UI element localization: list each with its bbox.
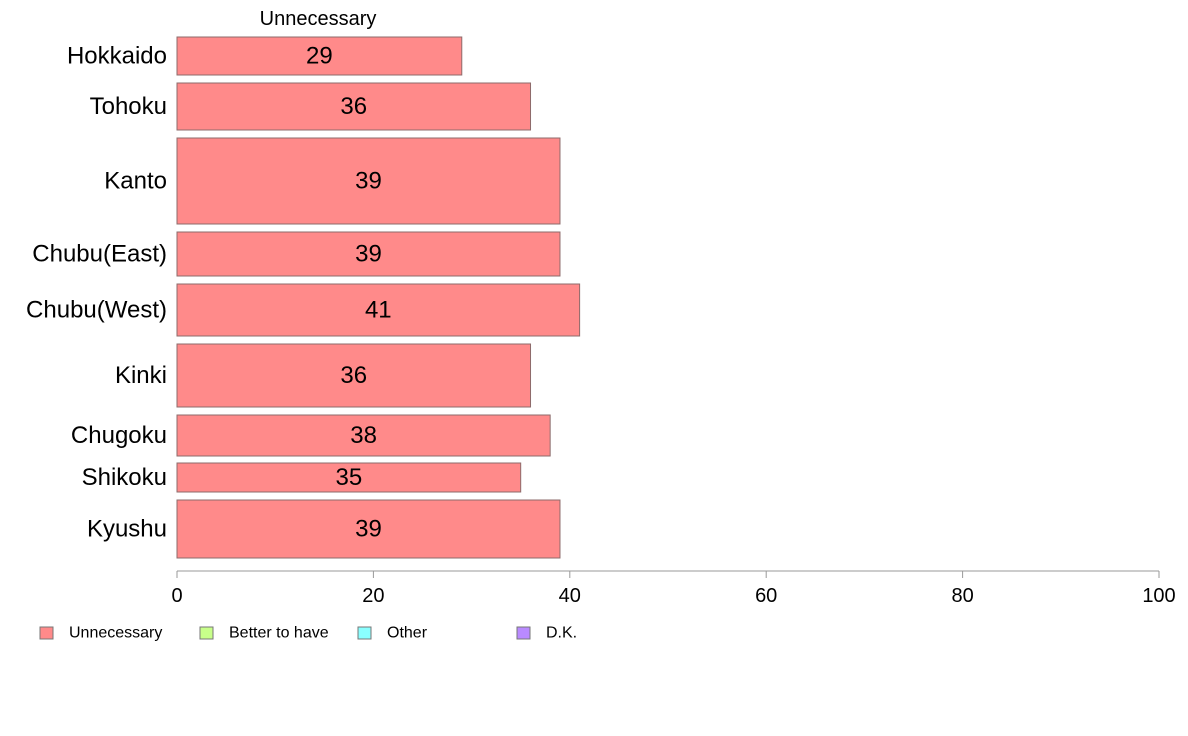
legend-item: D.K. [516, 625, 577, 642]
category-label: Kinki [115, 362, 167, 389]
bar [176, 499, 561, 559]
legend-item: Other [357, 625, 428, 642]
bar [176, 137, 561, 225]
category-label: Hokkaido [67, 43, 167, 70]
legend-swatch [357, 626, 372, 640]
data-label: 36 [340, 362, 367, 389]
legend-swatch [199, 626, 214, 640]
data-label: 29 [306, 43, 333, 70]
category-label: Chubu(West) [26, 297, 167, 324]
bars-group: Hokkaido 29 Tohoku 36 Kanto 39 Chubu(East) 39 Ch… [26, 36, 581, 559]
x-tick-label: 40 [559, 585, 581, 607]
bar [176, 82, 532, 131]
category-label: Kanto [104, 168, 167, 195]
legend-item: Better to have [199, 625, 329, 642]
x-tick-label: 100 [1142, 585, 1175, 607]
x-tick-label: 80 [951, 585, 973, 607]
series-title: Unnecessary [260, 8, 377, 30]
data-label: 36 [340, 93, 367, 120]
category-label: Chubu(East) [32, 241, 167, 268]
legend-swatch [39, 626, 54, 640]
bar [176, 36, 463, 76]
x-tick-label: 20 [362, 585, 384, 607]
bar [176, 283, 581, 337]
legend-swatch [516, 626, 531, 640]
bar [176, 462, 522, 493]
legend-label: Unnecessary [69, 625, 162, 642]
bar [176, 231, 561, 277]
x-tick-label: 0 [171, 585, 182, 607]
x-axis: 0 20 40 60 80 100 [171, 570, 1176, 607]
category-label: Tohoku [90, 93, 167, 120]
legend-label: D.K. [546, 625, 577, 642]
x-tick-label: 60 [755, 585, 777, 607]
category-label: Shikoku [82, 464, 167, 491]
legend-item: Unnecessary [39, 625, 162, 642]
data-label: 39 [355, 516, 382, 543]
category-label: Chugoku [71, 422, 167, 449]
data-label: 41 [365, 297, 392, 324]
data-label: 35 [335, 464, 362, 491]
data-label: 39 [355, 168, 382, 195]
data-label: 38 [350, 422, 377, 449]
legend-label: Other [387, 625, 428, 642]
category-label: Kyushu [87, 516, 167, 543]
legend-label: Better to have [229, 625, 329, 642]
bar [176, 343, 532, 408]
legend: Unnecessary Better to have Other D.K. [39, 625, 577, 642]
bar [176, 414, 551, 457]
data-label: 39 [355, 241, 382, 268]
